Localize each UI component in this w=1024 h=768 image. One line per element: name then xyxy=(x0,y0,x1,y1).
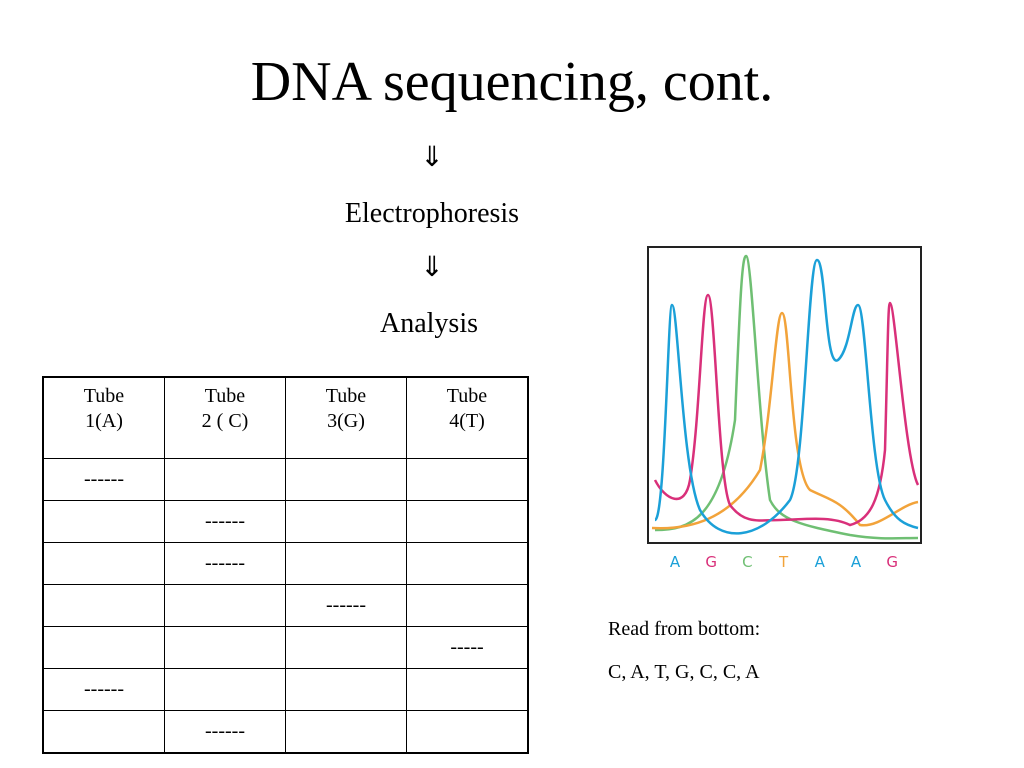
note-sequence: C, A, T, G, C, C, A xyxy=(608,661,760,683)
table-cell: ------ xyxy=(42,668,165,711)
table-cell xyxy=(285,710,407,754)
header-cell: Tube 1(A) xyxy=(42,376,165,459)
trace-g xyxy=(653,293,920,527)
table-cell xyxy=(285,500,407,543)
header-line: Tube xyxy=(83,385,125,407)
table-cell xyxy=(42,710,165,754)
table-cell xyxy=(42,500,165,543)
table-row: ----- xyxy=(42,626,529,669)
header-line: 4(T) xyxy=(449,410,485,432)
base-letter: G xyxy=(886,553,898,571)
table-cell: ------ xyxy=(164,542,286,585)
header-row: Tube 1(A) Tube 2 ( C) Tube 3(G) Tube 4(T) xyxy=(42,376,529,459)
table-cell xyxy=(406,458,529,501)
header-line: Tube xyxy=(204,385,246,407)
base-letter: C xyxy=(742,553,752,571)
tube-table: Tube 1(A) Tube 2 ( C) Tube 3(G) Tube 4(T) ------… xyxy=(42,376,529,754)
header-cell: Tube 2 ( C) xyxy=(164,376,286,459)
base-letter: G xyxy=(705,553,717,571)
table-cell: ------ xyxy=(164,710,286,754)
table-cell: ----- xyxy=(406,626,529,669)
note-heading: Read from bottom: xyxy=(608,618,761,640)
table-cell xyxy=(285,458,407,501)
table-cell: ------ xyxy=(164,500,286,543)
table-row: ------ xyxy=(42,542,529,585)
header-line: 3(G) xyxy=(327,410,365,432)
table-row: ------ xyxy=(42,458,529,501)
table-cell xyxy=(406,500,529,543)
table-row: ------ xyxy=(42,500,529,543)
table-cell xyxy=(42,542,165,585)
table-cell xyxy=(406,542,529,585)
table-cell xyxy=(42,584,165,627)
table-row: ------ xyxy=(42,710,529,754)
table-cell xyxy=(406,668,529,711)
flow-step: Analysis xyxy=(380,308,478,339)
header-line: 2 ( C) xyxy=(201,410,249,432)
table-cell xyxy=(164,668,286,711)
header-line: Tube xyxy=(325,385,367,407)
table-cell xyxy=(285,626,407,669)
table-cell xyxy=(406,584,529,627)
chromatogram-frame xyxy=(647,246,922,544)
table-row: ------ xyxy=(42,668,529,711)
table-cell xyxy=(164,626,286,669)
slide-title: DNA sequencing, cont. xyxy=(250,51,774,113)
header-cell: Tube 4(T) xyxy=(406,376,529,459)
trace-t xyxy=(651,311,919,530)
base-letter: A xyxy=(670,553,681,571)
base-letter: T xyxy=(778,553,789,571)
table-cell: ------ xyxy=(42,458,165,501)
header-cell: Tube 3(G) xyxy=(285,376,407,459)
table-cell xyxy=(164,584,286,627)
trace-c xyxy=(654,254,919,540)
table-cell xyxy=(285,542,407,585)
flow-step: Electrophoresis xyxy=(344,198,520,229)
table-cell xyxy=(406,710,529,754)
base-letter: A xyxy=(815,553,826,571)
header-line: Tube xyxy=(446,385,488,407)
table-cell: ------ xyxy=(285,584,407,627)
table-cell xyxy=(285,668,407,711)
table-cell xyxy=(164,458,286,501)
flow-arrow: ⇓ xyxy=(420,252,444,283)
flow-arrow: ⇓ xyxy=(420,142,444,173)
header-line: 1(A) xyxy=(85,410,123,432)
base-letter: A xyxy=(851,553,862,571)
table-cell xyxy=(42,626,165,669)
table-row: ------ xyxy=(42,584,529,627)
trace-a xyxy=(653,258,919,535)
